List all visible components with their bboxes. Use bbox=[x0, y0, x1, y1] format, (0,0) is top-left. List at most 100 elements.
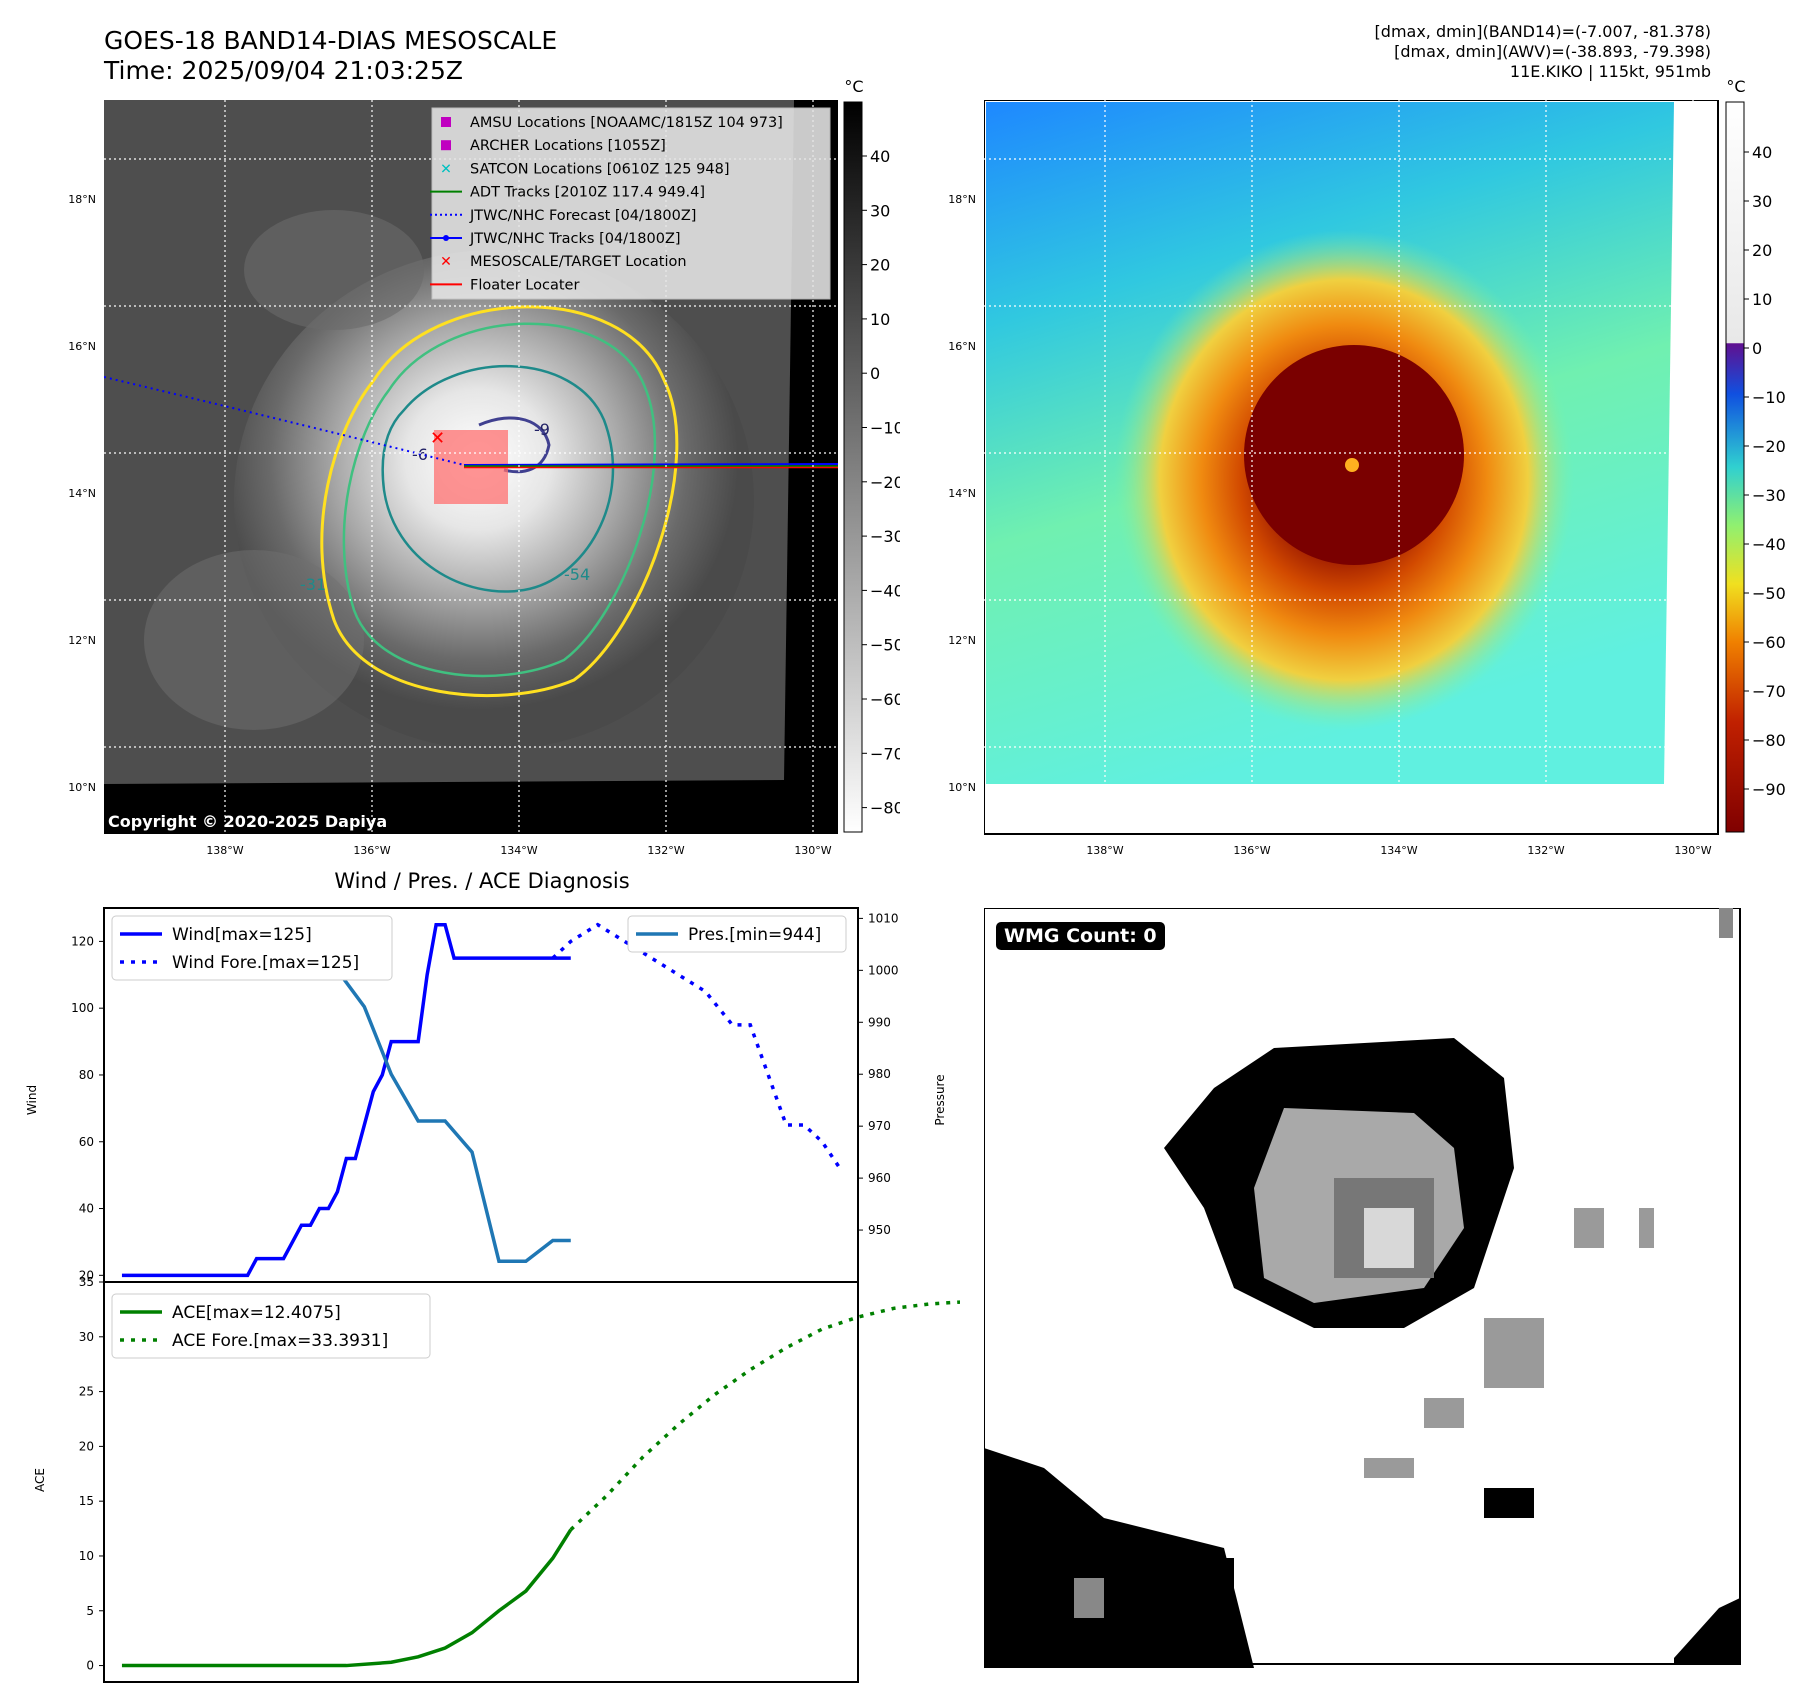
chart-legend-label: Wind Fore.[max=125] bbox=[172, 953, 359, 973]
ace-series-0 bbox=[121, 1528, 573, 1668]
lat-label-1-3: 12°N bbox=[948, 634, 976, 647]
wind-axis-label: Wind bbox=[25, 1085, 39, 1115]
pressure-tick-5: 1000 bbox=[868, 963, 899, 977]
lat-label-0-1: 16°N bbox=[68, 340, 96, 353]
diag-line-3: 11E.KIKO | 115kt, 951mb bbox=[1509, 62, 1711, 81]
lon-label-1-4: 130°W bbox=[1674, 844, 1711, 857]
contour-yellow bbox=[320, 305, 679, 698]
rcb-ticks-label-0: 40 bbox=[1752, 143, 1772, 162]
lon-label-1-0: 138°W bbox=[1086, 844, 1123, 857]
lat-label-1-2: 14°N bbox=[948, 487, 976, 500]
ace-tick-1: 5 bbox=[86, 1604, 94, 1618]
pressure-tick-1: 960 bbox=[868, 1171, 891, 1185]
ace-tick-0: 0 bbox=[86, 1659, 94, 1673]
page-title: GOES-18 BAND14-DIAS MESOSCALE Time: 2025… bbox=[104, 26, 557, 86]
wind-tick-0: 20 bbox=[79, 1268, 94, 1282]
legend-label-2: SATCON Locations [0610Z 125 948] bbox=[470, 161, 729, 177]
contour-label-3: -54 bbox=[564, 565, 590, 584]
rcb-ticks-label-3: 10 bbox=[1752, 290, 1772, 309]
pressure-tick-6: 1010 bbox=[868, 911, 899, 925]
series-1 bbox=[551, 922, 842, 1170]
lcb-ticks-label-0: 40 bbox=[870, 147, 890, 166]
mesoscale-target-marker: ✕ bbox=[430, 428, 445, 449]
central-dense-overcast bbox=[1244, 345, 1464, 565]
legend-marker-2: ✕ bbox=[440, 161, 452, 177]
right-colorbar-unit: °C bbox=[1726, 77, 1745, 96]
forecast-track bbox=[104, 376, 465, 466]
rcb-ticks-label-13: −90 bbox=[1752, 780, 1786, 799]
map-axis-labels: 18°N 16°N 14°N 12°N 10°N 138°W 136°W 134°W 132°W… bbox=[68, 193, 1712, 857]
lat-label-1-1: 16°N bbox=[948, 340, 976, 353]
lcb-ticks-label-3: 10 bbox=[870, 310, 890, 329]
rcb-ticks-label-9: −50 bbox=[1752, 584, 1786, 603]
lcb-ticks-label-4: 0 bbox=[870, 364, 880, 383]
copyright-text: Copyright © 2020-2025 Dapiya bbox=[108, 812, 388, 831]
legend-label-0: AMSU Locations [NOAAMC/1815Z 104 973] bbox=[470, 115, 783, 131]
pressure-axis-label: Pressure bbox=[933, 1074, 947, 1125]
ace-tick-7: 35 bbox=[79, 1275, 94, 1289]
legend-label-6: MESOSCALE/TARGET Location bbox=[470, 254, 687, 270]
ir-grayscale-map: -6 -9 -54 -31 ✕ AMSU Locations [NOAAMC/1… bbox=[104, 100, 839, 834]
left-colorbar-unit: °C bbox=[844, 77, 863, 96]
lon-label-0-4: 130°W bbox=[794, 844, 831, 857]
chart-legend-label: Wind[max=125] bbox=[172, 925, 312, 945]
lon-label-1-2: 134°W bbox=[1380, 844, 1417, 857]
ir-color-map bbox=[984, 100, 1719, 835]
ace-axes bbox=[103, 1281, 859, 1683]
rcb-ticks-label-8: −40 bbox=[1752, 535, 1786, 554]
diagnosis-charts: Wind / Pres. / ACE Diagnosis Wind Pressu… bbox=[25, 869, 960, 1683]
rcb-ticks-label-10: −60 bbox=[1752, 633, 1786, 652]
chart-legend-label: ACE[max=12.4075] bbox=[172, 1303, 341, 1323]
best-track bbox=[463, 463, 839, 466]
ace-tick-2: 10 bbox=[79, 1549, 94, 1563]
lcb-ticks-label-9: −50 bbox=[870, 636, 900, 655]
legend-marker-0 bbox=[441, 117, 451, 127]
chart-legend-label: Pres.[min=944] bbox=[688, 925, 821, 945]
pressure-tick-2: 970 bbox=[868, 1119, 891, 1133]
lat-label-0-3: 12°N bbox=[68, 634, 96, 647]
legend-label-7: Floater Locater bbox=[470, 277, 579, 293]
lon-label-0-1: 136°W bbox=[353, 844, 390, 857]
rcb-ticks-label-5: −10 bbox=[1752, 388, 1786, 407]
ace-series-1 bbox=[569, 1300, 960, 1531]
lcb-ticks-label-1: 30 bbox=[870, 201, 890, 220]
rcb-ticks-label-11: −70 bbox=[1752, 682, 1786, 701]
lat-label-0-2: 14°N bbox=[68, 487, 96, 500]
lcb-ticks-label-12: −80 bbox=[870, 799, 900, 818]
diag-line-2: [dmax, dmin](AWV)=(-38.893, -79.398) bbox=[1394, 42, 1711, 61]
color-map-gridlines bbox=[984, 100, 1718, 834]
wmg-count-badge: WMG Count: 0 bbox=[996, 922, 1165, 950]
legend-label-1: ARCHER Locations [1055Z] bbox=[470, 138, 666, 154]
legend-label-3: ADT Tracks [2010Z 117.4 949.4] bbox=[470, 185, 705, 201]
legend-marker-6: ✕ bbox=[440, 254, 452, 270]
rcb-ticks-label-6: −20 bbox=[1752, 437, 1786, 456]
lcb-ticks-label-2: 20 bbox=[870, 256, 890, 275]
lcb-ticks-label-11: −70 bbox=[870, 744, 900, 763]
contour-navy bbox=[478, 416, 551, 474]
diagnostics-text: [dmax, dmin](BAND14)=(-7.007, -81.378) [… bbox=[1375, 22, 1711, 82]
chart-legend-label: ACE Fore.[max=33.3931] bbox=[172, 1331, 388, 1351]
title-line-1: GOES-18 BAND14-DIAS MESOSCALE bbox=[104, 26, 558, 55]
pressure-tick-0: 950 bbox=[868, 1223, 891, 1237]
wind-tick-1: 40 bbox=[79, 1202, 94, 1216]
rcb-ticks-label-1: 30 bbox=[1752, 192, 1772, 211]
lon-label-0-0: 138°W bbox=[206, 844, 243, 857]
ace-tick-3: 15 bbox=[79, 1494, 94, 1508]
ace-tick-6: 30 bbox=[79, 1330, 94, 1344]
wind-tick-5: 120 bbox=[71, 934, 94, 948]
pressure-tick-4: 990 bbox=[868, 1015, 891, 1029]
wmg-panel bbox=[984, 908, 1741, 1668]
legend-marker-1 bbox=[441, 140, 451, 151]
ace-tick-5: 25 bbox=[79, 1385, 94, 1399]
rcb-ticks-label-4: 0 bbox=[1752, 339, 1762, 358]
contour-green bbox=[342, 322, 657, 678]
rcb-ticks-label-12: −80 bbox=[1752, 731, 1786, 750]
contour-label-2: -9 bbox=[534, 420, 550, 439]
rcb-ticks-label-2: 20 bbox=[1752, 241, 1772, 260]
legend-label-4: JTWC/NHC Forecast [04/1800Z] bbox=[469, 208, 696, 224]
ace-axis-label: ACE bbox=[33, 1468, 47, 1492]
lon-label-0-3: 132°W bbox=[647, 844, 684, 857]
rcb-ticks-label-7: −30 bbox=[1752, 486, 1786, 505]
ace-tick-4: 20 bbox=[79, 1439, 94, 1453]
diag-line-1: [dmax, dmin](BAND14)=(-7.007, -81.378) bbox=[1374, 22, 1711, 41]
